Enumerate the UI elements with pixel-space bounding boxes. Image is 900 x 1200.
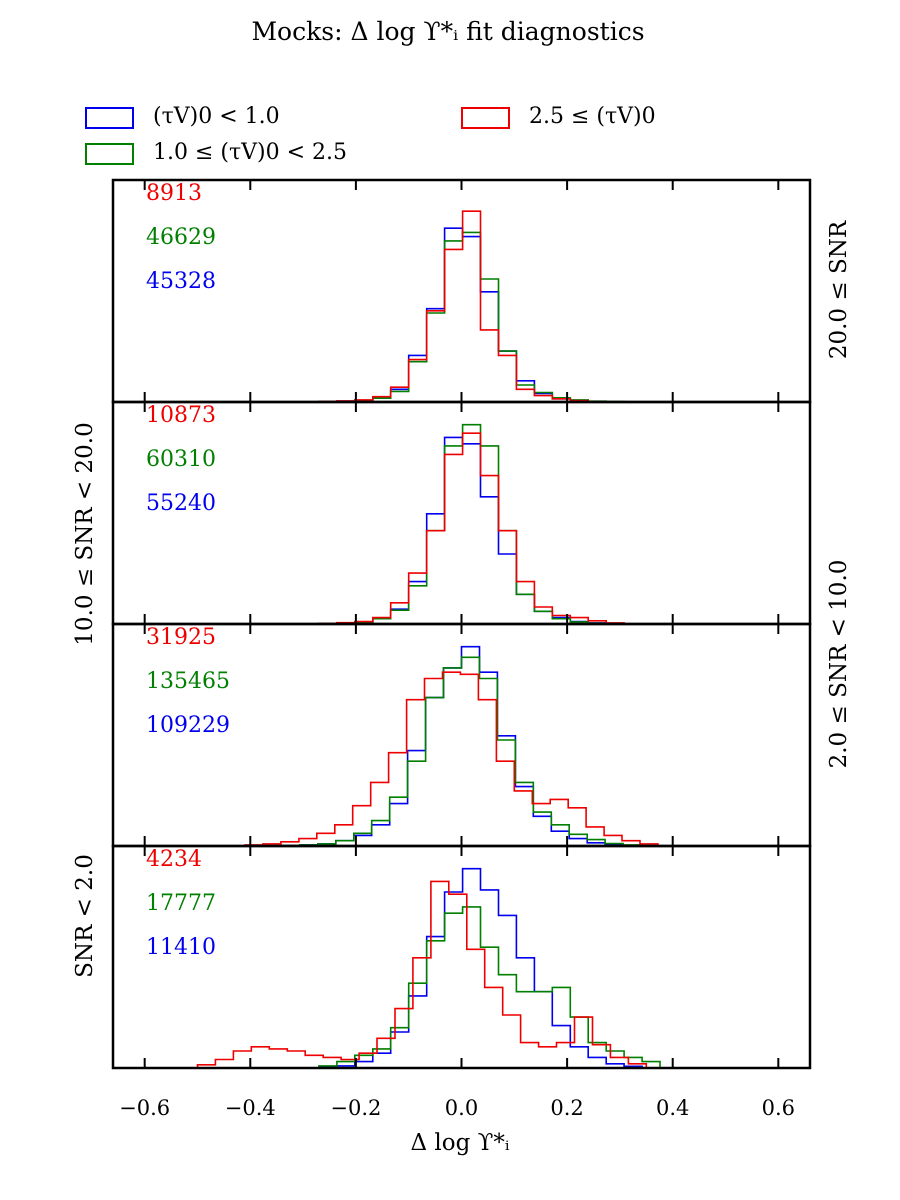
legend: (τV)0 < 1.0 1.0 ≤ (τV)0 < 2.5 2.5 ≤ (τV)… xyxy=(85,104,656,165)
chart-title: Mocks: Δ log ϒ*ᵢ fit diagnostics xyxy=(251,17,644,46)
panel-frame xyxy=(111,844,812,1070)
count-high: 8913 xyxy=(146,181,202,206)
histogram-low xyxy=(318,867,643,1068)
panel-frame xyxy=(111,178,812,404)
histogram-low xyxy=(318,436,607,625)
x-tick-label: 0.4 xyxy=(656,1096,689,1120)
count-high: 10873 xyxy=(146,403,216,428)
count-high: 31925 xyxy=(146,625,216,650)
count-mid: 60310 xyxy=(146,447,216,472)
legend-swatch-high xyxy=(461,107,510,129)
histogram-high xyxy=(244,671,659,846)
legend-label-high: 2.5 ≤ (τV)0 xyxy=(529,104,656,129)
count-low: 55240 xyxy=(146,491,216,516)
count-low: 11410 xyxy=(146,935,216,960)
x-tick-label: −0.4 xyxy=(225,1096,276,1120)
count-low: 45328 xyxy=(146,269,216,294)
x-tick-label: −0.6 xyxy=(119,1096,170,1120)
panel-label-4: SNR < 2.0 xyxy=(72,854,98,978)
histogram-low xyxy=(318,227,607,403)
panel-4: 4234 17777 11410 SNR < 2.0 xyxy=(72,844,812,1070)
histogram-mid xyxy=(281,656,642,847)
histogram-mid xyxy=(318,231,625,403)
x-tick-label: 0.6 xyxy=(762,1096,795,1120)
legend-label-mid: 1.0 ≤ (τV)0 < 2.5 xyxy=(153,140,347,165)
x-axis-label: Δ log ϒ*ᵢ xyxy=(410,1130,509,1156)
panel-label-2: 10.0 ≤ SNR < 20.0 xyxy=(72,422,98,645)
panel-1: 8913 46629 45328 20.0 ≤ SNR xyxy=(111,178,852,404)
legend-swatch-mid xyxy=(85,143,134,165)
panel-label-1: 20.0 ≤ SNR xyxy=(826,220,852,359)
panel-2: 10873 60310 55240 10.0 ≤ SNR < 20.0 xyxy=(72,400,812,646)
x-tick-label: 0.2 xyxy=(550,1096,583,1120)
histogram-high xyxy=(318,210,589,403)
legend-swatch-low xyxy=(85,107,134,129)
histogram-high xyxy=(318,432,625,625)
count-mid: 135465 xyxy=(146,669,230,694)
count-mid: 17777 xyxy=(146,891,216,916)
x-tick-label: 0.0 xyxy=(445,1096,478,1120)
legend-label-low: (τV)0 < 1.0 xyxy=(153,104,280,129)
histogram-low xyxy=(281,645,624,847)
count-mid: 46629 xyxy=(146,225,216,250)
x-axis: −0.6 −0.4 −0.2 0.0 0.2 0.4 0.6 xyxy=(119,1096,795,1120)
count-low: 109229 xyxy=(146,713,230,738)
panel-3: 31925 135465 109229 2.0 ≤ SNR < 10.0 xyxy=(111,560,852,848)
count-high: 4234 xyxy=(146,847,202,872)
panel-frame xyxy=(111,400,812,626)
histogram-high xyxy=(196,880,648,1068)
panel-label-3: 2.0 ≤ SNR < 10.0 xyxy=(826,560,852,769)
x-tick-label: −0.2 xyxy=(330,1096,381,1120)
